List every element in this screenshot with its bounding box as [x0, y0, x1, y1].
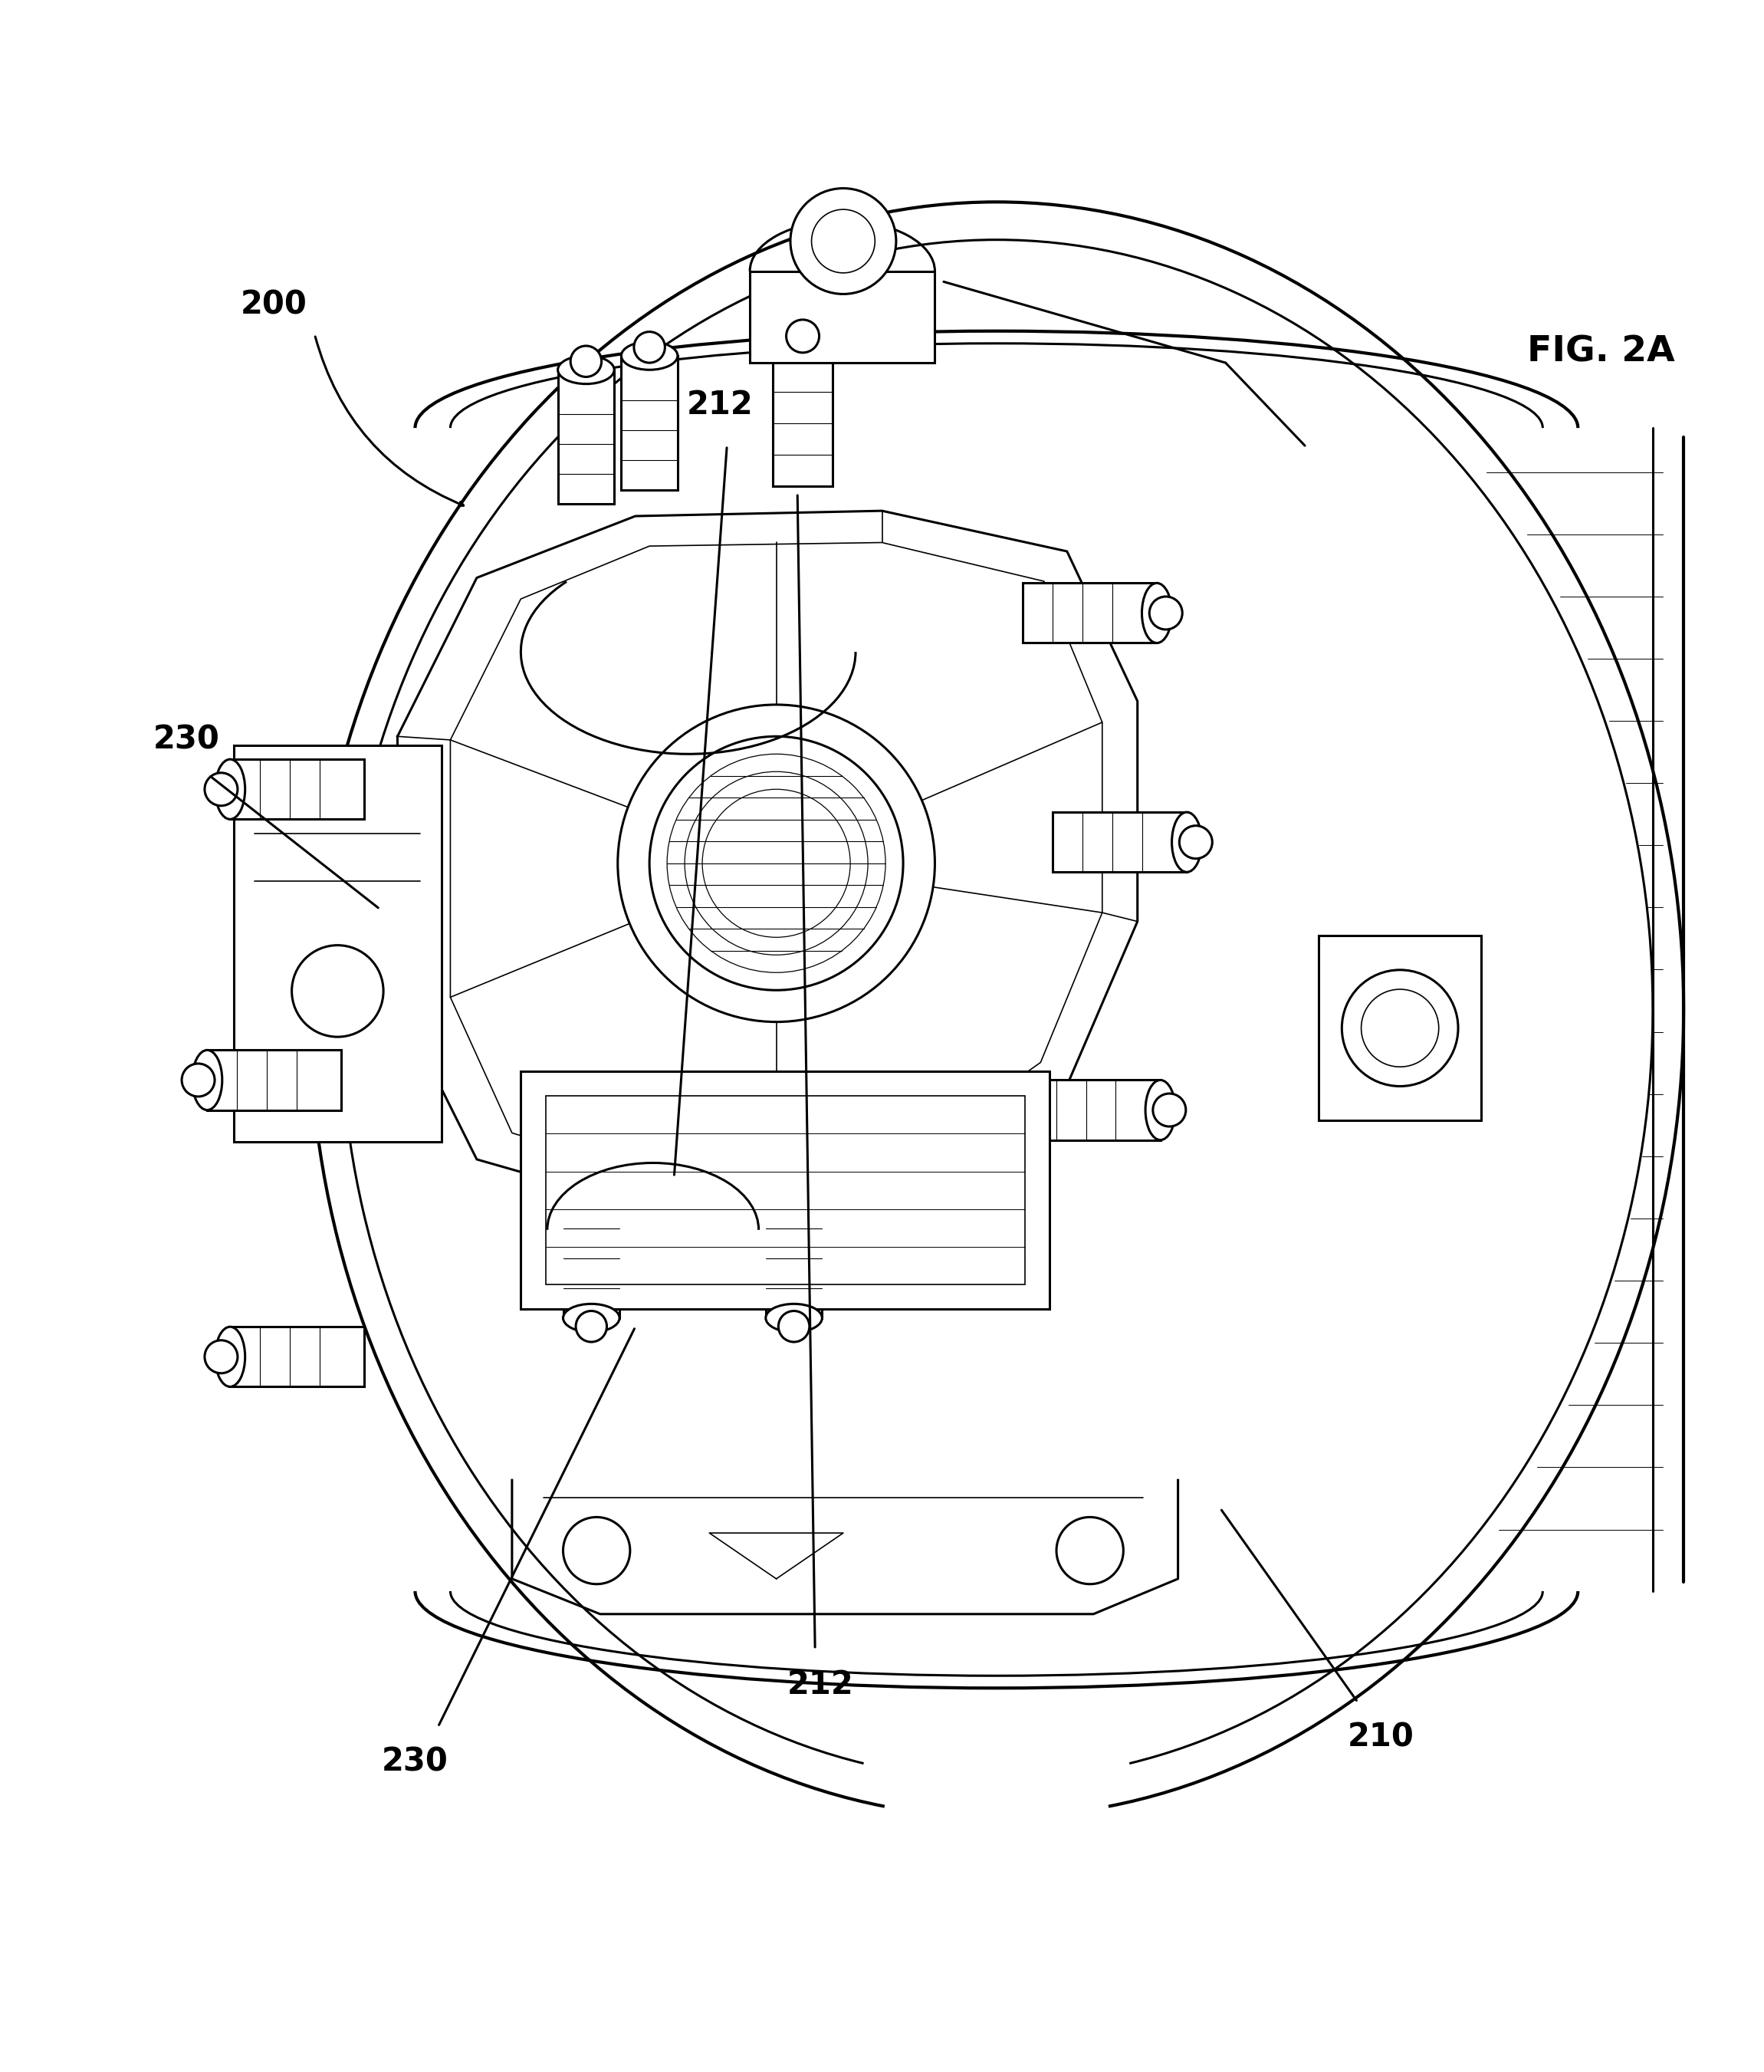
Ellipse shape	[192, 1051, 222, 1111]
Ellipse shape	[1171, 812, 1201, 872]
Ellipse shape	[563, 1303, 619, 1332]
Ellipse shape	[1145, 1080, 1175, 1140]
Text: 212: 212	[787, 1668, 854, 1701]
Bar	[1027, 1080, 1161, 1140]
Bar	[1319, 937, 1482, 1121]
Text: 212: 212	[686, 390, 753, 421]
Circle shape	[182, 1063, 215, 1096]
Circle shape	[778, 1312, 810, 1343]
Circle shape	[563, 1517, 630, 1585]
Circle shape	[1180, 825, 1212, 858]
Bar	[1023, 582, 1157, 642]
Bar	[750, 271, 935, 363]
Bar	[557, 369, 614, 503]
Ellipse shape	[557, 356, 614, 383]
Ellipse shape	[215, 758, 245, 818]
Circle shape	[205, 1341, 238, 1374]
Bar	[545, 1096, 1025, 1285]
Text: 230: 230	[381, 1747, 448, 1778]
Text: 230: 230	[153, 723, 219, 756]
Circle shape	[205, 773, 238, 806]
Circle shape	[1362, 988, 1439, 1067]
Circle shape	[790, 189, 896, 294]
Circle shape	[811, 209, 875, 274]
Bar	[206, 1051, 340, 1111]
Text: FIG. 2A: FIG. 2A	[1528, 336, 1674, 369]
Circle shape	[575, 1312, 607, 1343]
Text: 210: 210	[1348, 1722, 1415, 1753]
Ellipse shape	[1141, 582, 1171, 642]
Bar	[233, 746, 441, 1142]
Circle shape	[1057, 1517, 1124, 1585]
Circle shape	[291, 945, 383, 1036]
Bar	[773, 346, 833, 487]
Bar	[229, 758, 363, 818]
Circle shape	[787, 319, 818, 352]
Bar	[520, 1071, 1050, 1310]
Circle shape	[1342, 970, 1459, 1086]
Circle shape	[1154, 1094, 1185, 1127]
Circle shape	[570, 346, 602, 377]
Bar	[766, 1183, 822, 1318]
Circle shape	[1150, 597, 1182, 630]
Ellipse shape	[621, 342, 677, 369]
Ellipse shape	[215, 1326, 245, 1386]
Ellipse shape	[773, 329, 833, 361]
Circle shape	[633, 332, 665, 363]
Bar	[229, 1326, 363, 1386]
Bar	[1053, 812, 1187, 872]
Bar	[621, 356, 677, 489]
Bar	[563, 1183, 619, 1318]
Circle shape	[617, 704, 935, 1021]
Ellipse shape	[766, 1303, 822, 1332]
Text: 200: 200	[242, 288, 307, 321]
